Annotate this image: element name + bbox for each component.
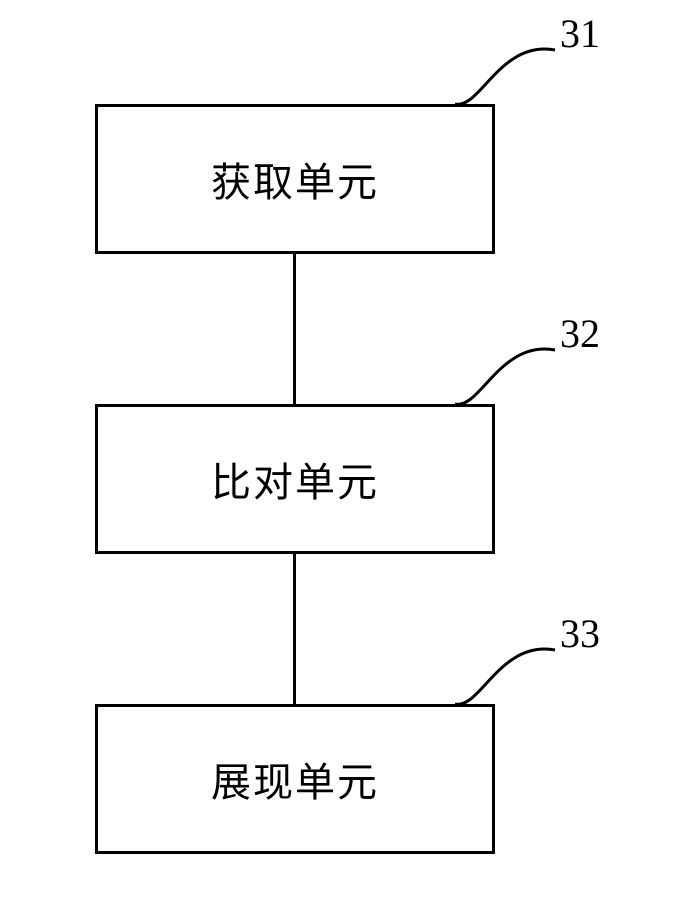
callout-curve (0, 0, 690, 914)
callout-number: 33 (560, 610, 600, 657)
diagram-canvas: 获取单元 31 比对单元 32 展现单元 33 (0, 0, 690, 914)
